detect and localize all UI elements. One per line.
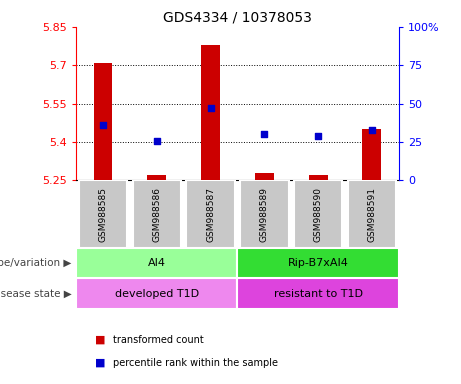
Bar: [76, 248, 237, 278]
Point: [153, 138, 160, 144]
Text: GSM988587: GSM988587: [206, 187, 215, 242]
Point: [314, 132, 322, 139]
Text: developed T1D: developed T1D: [115, 289, 199, 299]
Text: Rip-B7xAI4: Rip-B7xAI4: [288, 258, 349, 268]
Title: GDS4334 / 10378053: GDS4334 / 10378053: [163, 10, 312, 24]
Text: GSM988589: GSM988589: [260, 187, 269, 242]
Bar: [240, 180, 289, 248]
Bar: [148, 175, 166, 180]
Bar: [255, 173, 274, 180]
Text: transformed count: transformed count: [113, 335, 204, 345]
Point: [207, 104, 214, 111]
Text: ■: ■: [95, 335, 105, 345]
Text: GSM988586: GSM988586: [152, 187, 161, 242]
Bar: [362, 129, 381, 180]
Bar: [79, 180, 127, 248]
Point: [99, 122, 106, 129]
Bar: [309, 175, 327, 180]
Point: [260, 131, 268, 137]
Text: percentile rank within the sample: percentile rank within the sample: [113, 358, 278, 368]
Text: GSM988590: GSM988590: [313, 187, 323, 242]
Bar: [133, 180, 181, 248]
Bar: [237, 248, 399, 278]
Text: resistant to T1D: resistant to T1D: [273, 289, 363, 299]
Text: GSM988591: GSM988591: [367, 187, 376, 242]
Text: genotype/variation ▶: genotype/variation ▶: [0, 258, 71, 268]
Bar: [294, 180, 342, 248]
Text: ■: ■: [95, 358, 105, 368]
Text: GSM988585: GSM988585: [99, 187, 107, 242]
Text: disease state ▶: disease state ▶: [0, 289, 71, 299]
Bar: [201, 45, 220, 180]
Bar: [186, 180, 235, 248]
Bar: [76, 278, 237, 309]
Point: [368, 127, 376, 133]
Text: AI4: AI4: [148, 258, 166, 268]
Bar: [348, 180, 396, 248]
Bar: [237, 278, 399, 309]
Bar: [94, 63, 112, 180]
